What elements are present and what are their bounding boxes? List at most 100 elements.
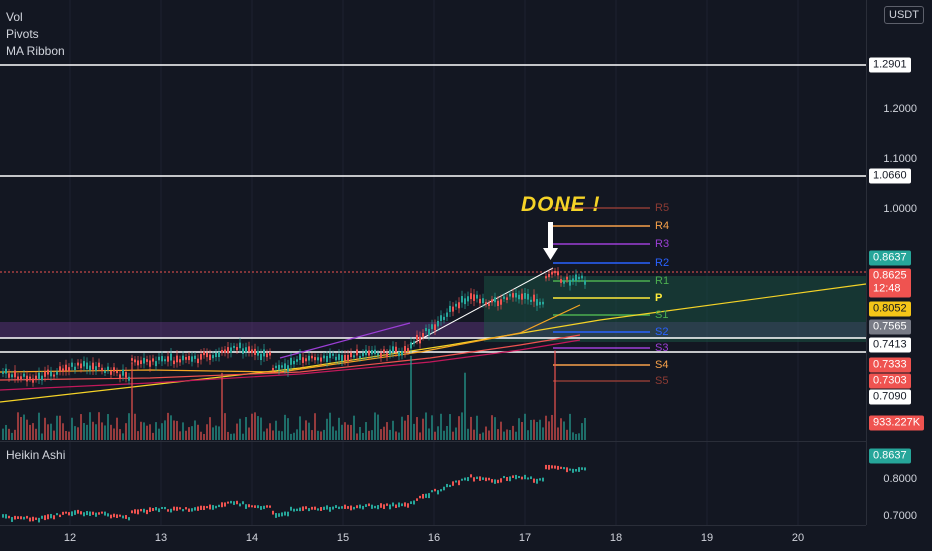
heikin-candle — [233, 501, 235, 505]
heikin-candle — [536, 478, 538, 484]
candle-body — [200, 353, 202, 360]
heikin-candle — [362, 505, 364, 510]
currency-unit-button[interactable]: USDT — [884, 6, 924, 24]
heikin-candle — [8, 515, 10, 519]
volume-bar — [98, 412, 100, 440]
volume-bar — [146, 425, 148, 440]
ma-price-tag: 0.7333 — [869, 357, 911, 373]
volume-bar — [326, 418, 328, 440]
volume-bar — [119, 429, 121, 440]
candle-body — [209, 354, 211, 361]
candle-body — [413, 341, 415, 344]
candle-body — [257, 350, 259, 356]
candle-body — [266, 353, 268, 358]
candle-body — [38, 372, 40, 379]
candle-body — [26, 375, 28, 382]
candle-body — [251, 349, 253, 353]
candle-body — [212, 355, 214, 359]
heikin-candle — [416, 498, 418, 501]
candle-body — [137, 360, 139, 366]
heikin-candle — [338, 506, 340, 510]
candle-body — [470, 293, 472, 300]
volume-bar — [71, 417, 73, 440]
candle-body — [143, 357, 145, 364]
volume-bar — [473, 429, 475, 440]
heikin-candle — [503, 475, 505, 479]
candle-body — [203, 351, 205, 356]
pane-separator[interactable] — [0, 441, 866, 442]
heikin-candle — [407, 503, 409, 508]
candle-body — [53, 374, 55, 377]
volume-bar — [557, 427, 559, 440]
volume-bar — [218, 426, 220, 440]
volume-bar — [113, 428, 115, 440]
time-axis[interactable]: 12 13 14 15 16 17 18 19 20 — [0, 525, 866, 551]
candle-body — [440, 315, 442, 321]
volume-bar — [344, 422, 346, 440]
volume-bar — [17, 412, 19, 440]
volume-bar — [512, 425, 514, 440]
heikin-candle — [419, 495, 421, 499]
vol-indicator-legend[interactable]: Vol — [6, 10, 23, 24]
heikin-candle — [566, 467, 568, 473]
volume-bar — [128, 413, 130, 440]
main-price-pane[interactable] — [0, 0, 866, 525]
candle-body — [536, 299, 538, 306]
volume-bar — [416, 417, 418, 440]
volume-bar — [50, 423, 52, 440]
candle-body — [518, 294, 520, 300]
pivots-indicator-legend[interactable]: Pivots — [6, 27, 39, 41]
candle-body — [557, 271, 559, 276]
heikin-candle — [11, 517, 13, 522]
date-tick: 14 — [245, 532, 259, 544]
pivot-label-r5: R5 — [655, 202, 670, 214]
volume-bar — [242, 433, 244, 440]
volume-bar — [365, 422, 367, 440]
candle-body — [347, 354, 349, 362]
candle-body — [350, 352, 352, 358]
volume-bar — [353, 415, 355, 440]
heikin-candle — [314, 506, 316, 510]
candle-body — [419, 336, 421, 344]
heikin-candle — [212, 505, 214, 510]
candle-body — [101, 367, 103, 371]
volume-bar — [506, 429, 508, 440]
volume-bar — [461, 412, 463, 440]
volume-bar — [26, 419, 28, 440]
heikin-candle — [125, 515, 127, 519]
candle-body — [335, 356, 337, 361]
volume-bar — [482, 432, 484, 440]
heikin-candle — [248, 504, 250, 508]
heikin-candle — [458, 480, 460, 486]
heikin-candle — [356, 505, 358, 509]
volume-bar — [2, 428, 4, 440]
ma-price-tag: 0.7565 — [869, 319, 911, 335]
volume-bar — [389, 429, 391, 440]
candle-body — [542, 301, 544, 305]
volume-bar — [350, 424, 352, 440]
candle-body — [344, 354, 346, 361]
heikin-candle — [17, 516, 19, 519]
volume-bar — [167, 412, 169, 440]
sub-price-tick: 0.8000 — [883, 473, 917, 485]
volume-bar — [269, 423, 271, 440]
heikin-candle — [494, 479, 496, 484]
ma-ribbon-indicator-legend[interactable]: MA Ribbon — [6, 44, 65, 58]
volume-bar — [335, 430, 337, 440]
candle-body — [500, 299, 502, 305]
heikin-ashi-legend[interactable]: Heikin Ashi — [6, 448, 66, 462]
candle-body — [563, 280, 565, 284]
volume-bar — [80, 414, 82, 440]
volume-bar — [302, 430, 304, 440]
heikin-candle — [137, 509, 139, 515]
heikin-candle — [62, 511, 64, 515]
heikin-candle — [278, 513, 280, 517]
volume-bar — [155, 422, 157, 440]
heikin-candle — [89, 511, 91, 516]
heikin-candle — [584, 467, 586, 471]
volume-bar — [5, 424, 7, 440]
candle-body — [218, 352, 220, 358]
candle-body — [23, 373, 25, 377]
heikin-candle — [509, 476, 511, 482]
